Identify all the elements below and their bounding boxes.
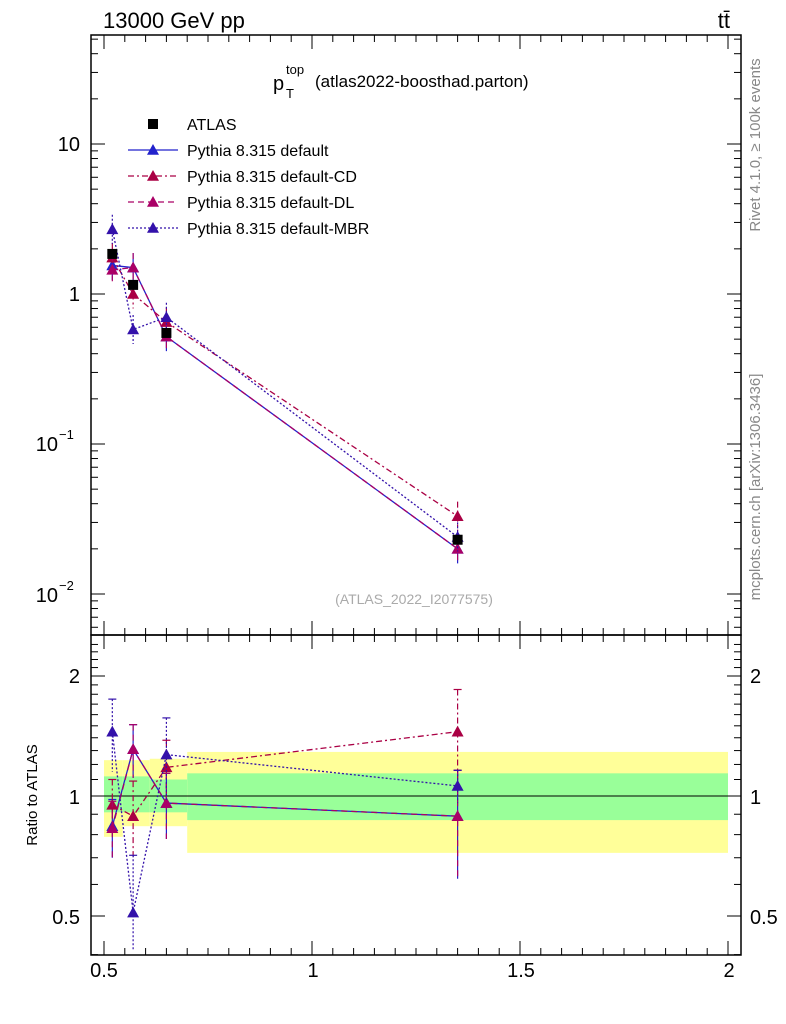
rivet-label: Rivet 4.1.0, ≥ 100k events xyxy=(747,58,764,231)
analysis-watermark: (ATLAS_2022_I2077575) xyxy=(335,591,493,607)
series-point-cd xyxy=(127,288,140,299)
ratio-point-cd xyxy=(451,725,464,737)
series-line-dl xyxy=(112,266,458,550)
legend-label-dl: Pythia 8.315 default-DL xyxy=(187,195,354,212)
legend-marker-cd xyxy=(147,170,159,181)
atlas-data-point xyxy=(161,327,172,338)
legend-label-cd: Pythia 8.315 default-CD xyxy=(187,169,357,186)
legend-label-atlas: ATLAS xyxy=(187,117,237,134)
ratio-ylabel: Ratio to ATLAS xyxy=(24,744,41,845)
ratio-point-dl xyxy=(451,810,464,821)
series-point-mbr xyxy=(106,223,119,235)
ratio-tick-label-1: 1 xyxy=(69,787,80,809)
chart-marks xyxy=(90,34,742,956)
ratio-point-dl xyxy=(127,743,140,755)
ratio-point-mbr xyxy=(160,748,173,760)
series-point-dl xyxy=(127,261,140,273)
legend-marker-dl xyxy=(147,196,159,207)
ratio-line-mbr xyxy=(111,731,458,913)
process-label: tt̄ xyxy=(718,8,730,33)
atlas-data-point xyxy=(452,534,463,545)
title-rest: (atlas2022-boosthad.parton) xyxy=(315,72,529,91)
legend-marker-atlas xyxy=(148,119,158,129)
legend: ATLAS Pythia 8.315 default Pythia 8.315 … xyxy=(187,117,369,238)
ratio-point-mbr xyxy=(127,906,140,918)
series-line-default xyxy=(112,264,458,550)
y-tick-exp-0p01: −2 xyxy=(59,578,74,593)
x-tick-label-1p5: 1.5 xyxy=(507,960,535,982)
ratio-tick-label-0p5-right: 0.5 xyxy=(750,907,778,929)
main-y-tick-labels: 10 1 10 −1 10 −2 xyxy=(36,134,80,607)
ratio-tick-label-0p5: 0.5 xyxy=(52,907,80,929)
x-tick-labels: 0.5 1 1.5 2 xyxy=(90,960,734,982)
legend-marker-mbr xyxy=(147,222,159,233)
ratio-point-mbr xyxy=(106,725,119,737)
series-line-mbr xyxy=(111,229,458,538)
series-line-cd xyxy=(111,257,458,517)
title-p: p xyxy=(273,73,284,95)
y-tick-label-0p1: 10 xyxy=(36,434,58,456)
ratio-tick-label-1-right: 1 xyxy=(750,787,761,809)
series-point-dl xyxy=(106,263,119,275)
title-sup: top xyxy=(286,62,304,77)
title-sub: T xyxy=(286,86,294,101)
y-tick-label-0p01: 10 xyxy=(36,585,58,607)
ratio-point-mbr xyxy=(451,779,464,791)
y-tick-label-10: 10 xyxy=(58,134,80,156)
atlas-data-point xyxy=(107,248,118,259)
legend-label-default: Pythia 8.315 default xyxy=(187,143,329,160)
y-tick-label-1: 1 xyxy=(69,284,80,306)
x-tick-label-2: 2 xyxy=(723,960,734,982)
x-tick-label-1: 1 xyxy=(307,960,318,982)
series-point-cd xyxy=(451,510,464,522)
ratio-point-dl xyxy=(160,797,173,808)
ratio-tick-label-2: 2 xyxy=(69,666,80,688)
x-tick-label-0p5: 0.5 xyxy=(90,960,118,982)
series-point-mbr xyxy=(127,323,140,335)
mcplots-label: mcplots.cern.ch [arXiv:1306.3436] xyxy=(747,374,764,601)
ratio-point-cd xyxy=(127,810,140,821)
ratio-y-tick-labels: 2 1 0.5 2 1 0.5 xyxy=(52,666,778,929)
legend-label-mbr: Pythia 8.315 default-MBR xyxy=(187,221,369,238)
energy-label: 13000 GeV pp xyxy=(103,8,245,33)
ratio-line-dl xyxy=(111,747,458,829)
ratio-line-cd xyxy=(112,731,458,818)
ratio-band-inner-1 xyxy=(122,776,150,813)
series-point-mbr xyxy=(160,311,173,323)
legend-marker-default xyxy=(147,144,159,155)
ratio-point-dl xyxy=(106,822,119,834)
y-tick-exp-0p1: −1 xyxy=(59,427,74,442)
atlas-data-point xyxy=(128,279,139,290)
ratio-tick-label-2-right: 2 xyxy=(750,666,761,688)
